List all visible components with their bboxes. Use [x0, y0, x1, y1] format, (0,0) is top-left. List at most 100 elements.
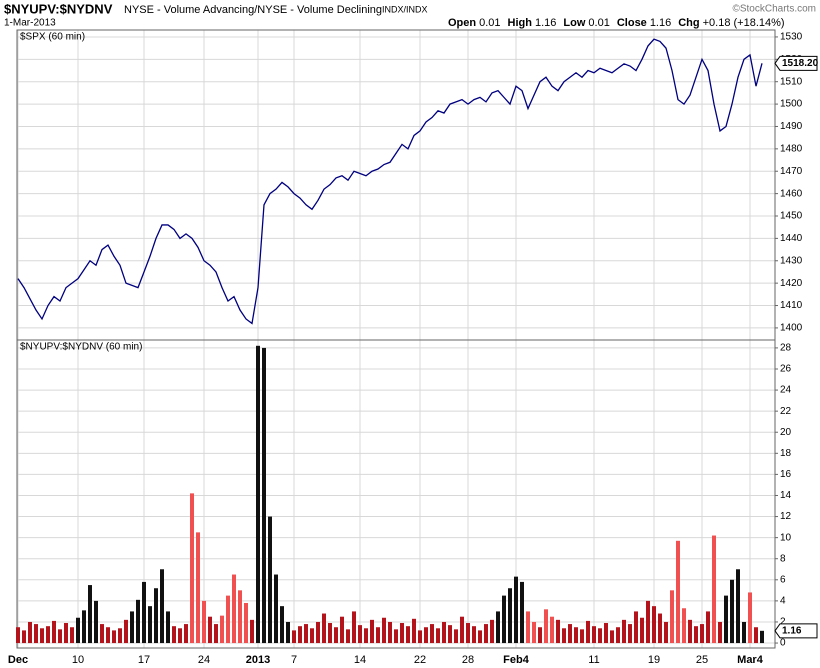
bar [544, 609, 548, 644]
y-tick-label: 10 [780, 532, 792, 543]
y-tick-label: 14 [780, 490, 792, 501]
bar [178, 628, 182, 644]
bar [64, 623, 68, 644]
bar [160, 569, 164, 644]
bar [562, 628, 566, 644]
x-tick-label: Dec [8, 654, 28, 666]
bar [22, 630, 26, 644]
bar [424, 627, 428, 644]
bar [436, 628, 440, 644]
bar [190, 493, 194, 644]
bar [724, 595, 728, 644]
quote-value: 0.01 [588, 17, 609, 29]
bar [694, 626, 698, 644]
bar [274, 574, 278, 644]
bar [736, 569, 740, 644]
quote-label: Close [617, 17, 647, 29]
bar [532, 621, 536, 644]
bar [112, 630, 116, 644]
quote-value: +0.18 (+18.14%) [703, 17, 785, 29]
bar [226, 595, 230, 644]
x-tick-label: Feb4 [503, 654, 530, 666]
bar [142, 581, 146, 644]
bar [526, 611, 530, 644]
x-tick-label: 2013 [246, 654, 270, 666]
panel-frame [16, 29, 776, 341]
bar [754, 627, 758, 644]
bar [184, 624, 188, 644]
exchange: INDX/INDX [382, 4, 428, 14]
y-tick-label: 12 [780, 511, 792, 522]
bar [628, 624, 632, 644]
bar [52, 620, 56, 644]
y-tick-label: 1460 [780, 188, 803, 199]
y-tick-label: 1490 [780, 121, 803, 132]
last-value-label: 1518.20 [782, 58, 819, 69]
y-tick-label: 6 [780, 574, 786, 585]
quote-value: 0.01 [479, 17, 500, 29]
bar [730, 579, 734, 644]
bar [346, 629, 350, 644]
bar [166, 611, 170, 644]
y-tick-label: 0 [780, 638, 786, 649]
bar [682, 608, 686, 644]
bar [622, 619, 626, 644]
bar [304, 624, 308, 644]
bar [700, 624, 704, 644]
bar [328, 623, 332, 644]
x-tick-label: 14 [354, 654, 366, 666]
bar [538, 627, 542, 644]
bar [202, 600, 206, 644]
bar [130, 611, 134, 644]
bar [418, 630, 422, 644]
bar [616, 627, 620, 644]
quote-value: 1.16 [650, 17, 671, 29]
y-tick-label: 24 [780, 385, 792, 396]
bar [238, 590, 242, 644]
bar [508, 588, 512, 644]
bar [364, 628, 368, 644]
y-tick-label: 1420 [780, 278, 803, 289]
bar [28, 621, 32, 644]
y-tick-label: 18 [780, 448, 792, 459]
bar [106, 627, 110, 644]
y-tick-label: 28 [780, 343, 792, 354]
bar [298, 626, 302, 644]
panel-label: $NYUPV:$NYDNV (60 min) [20, 342, 142, 353]
bar [586, 620, 590, 644]
bar [268, 516, 272, 644]
bar [58, 629, 62, 644]
bar [376, 627, 380, 644]
bar [742, 621, 746, 644]
bar [652, 606, 656, 644]
bar [520, 581, 524, 644]
bar [646, 600, 650, 644]
bar [118, 628, 122, 644]
x-tick-label: 28 [462, 654, 474, 666]
bar [490, 619, 494, 644]
y-tick-label: 1480 [780, 143, 803, 154]
price-line [17, 38, 763, 325]
bar [316, 621, 320, 644]
last-value-tag [774, 623, 818, 639]
bar [568, 624, 572, 644]
bar [610, 630, 614, 644]
bar [676, 540, 680, 644]
quote-label: Low [563, 17, 585, 29]
bar [352, 611, 356, 644]
bar [148, 606, 152, 644]
bar [286, 621, 290, 644]
x-tick-label: 10 [72, 654, 84, 666]
bar [220, 615, 224, 644]
bar [154, 588, 158, 644]
y-tick-label: 1410 [780, 300, 803, 311]
bar [658, 613, 662, 644]
y-tick-label: 1470 [780, 166, 803, 177]
bar [40, 628, 44, 644]
bar [460, 616, 464, 644]
bar [70, 627, 74, 644]
bar [214, 624, 218, 644]
bar [244, 602, 248, 644]
x-tick-label: 25 [696, 654, 708, 666]
